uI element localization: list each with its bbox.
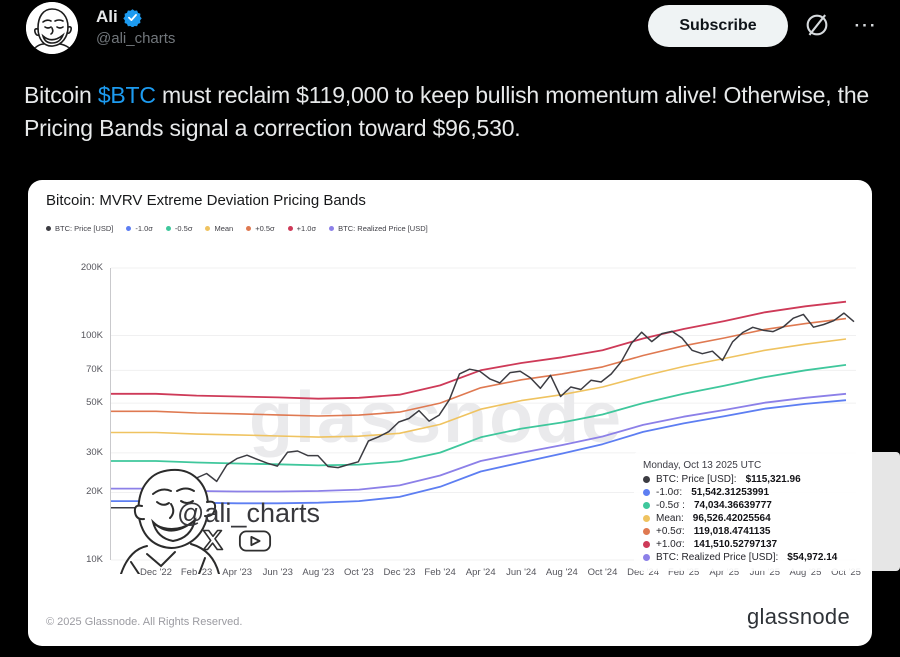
series-line — [111, 392, 847, 493]
x-tick-label: Jun '25 — [749, 567, 780, 578]
legend-item: -1.0σ — [126, 224, 153, 233]
x-tick-label: Apr '23 — [222, 567, 253, 578]
x-tick-label: Aug '25 — [789, 567, 822, 578]
x-tick-label: Oct '25 — [831, 567, 861, 578]
tooltip-row: Mean: 96,526.42025564 — [643, 512, 891, 525]
user-handle[interactable]: @ali_charts — [96, 30, 176, 47]
chart-legend: BTC: Price [USD] -1.0σ -0.5σ Mean +0.5σ +1.0σ… — [46, 224, 428, 233]
x-tick-label: Apr '24 — [465, 567, 496, 578]
subscribe-button[interactable]: Subscribe — [648, 5, 788, 47]
glassnode-logo: glassnode — [747, 604, 850, 629]
grok-icon — [806, 14, 828, 36]
grok-button[interactable] — [800, 11, 834, 41]
x-tick-label: Dec '22 — [140, 567, 172, 578]
play-button-icon — [238, 530, 272, 552]
legend-dot-icon — [287, 226, 293, 231]
signature-face-drawing — [120, 468, 220, 574]
avatar[interactable] — [26, 2, 78, 54]
verified-badge-icon — [123, 8, 142, 27]
signature-handle: @ali_charts — [177, 498, 320, 528]
x-tick-label: Feb '24 — [424, 567, 456, 578]
y-tick-label: 100K — [80, 329, 103, 341]
x-tick-label: Feb '23 — [180, 567, 213, 578]
series-line — [111, 312, 855, 511]
x-tick-label: Oct '23 — [344, 567, 374, 578]
plot-area: glassnode 200K 100K 70K 50K 30K 20K 10K Dec '2… — [81, 262, 861, 578]
plus05sigma-dot-icon — [643, 528, 650, 535]
legend-dot-icon — [46, 226, 51, 231]
series-line — [111, 317, 847, 417]
tooltip-row: -0.5σ :74,034.36639777 — [643, 499, 891, 512]
chart-title: Bitcoin: MVRV Extreme Deviation Pricing … — [46, 192, 366, 209]
x-tick-label: Oct '24 — [587, 567, 618, 578]
series-line — [111, 399, 847, 505]
chart-media[interactable]: Bitcoin: MVRV Extreme Deviation Pricing … — [28, 180, 900, 646]
legend-item: +1.0σ — [287, 224, 316, 233]
legend-dot-icon — [165, 226, 171, 231]
minus05sigma-dot-icon — [643, 502, 650, 509]
display-name[interactable]: Ali — [96, 7, 118, 26]
tooltip-row: BTC: Realized Price [USD]: $54,972.14 — [643, 551, 891, 564]
legend-dot-icon — [329, 226, 335, 231]
x-tick-label: Apr '25 — [709, 567, 740, 578]
plus1sigma-dot-icon — [643, 541, 650, 548]
x-tick-label: Feb '25 — [667, 567, 700, 578]
x-logo-icon — [202, 529, 224, 551]
x-tick-label: Dec '23 — [383, 567, 416, 578]
tooltip-date: Monday, Oct 13 2025 UTC — [643, 460, 762, 471]
legend-item: -0.5σ — [165, 224, 192, 233]
x-tick-label: Jun '23 — [262, 567, 293, 578]
legend-dot-icon — [246, 226, 252, 231]
legend-item: BTC: Price [USD] — [46, 224, 113, 233]
tweet-text: Bitcoin $BTC must reclaim $119,000 to ke… — [24, 79, 882, 145]
tweet-text-part1: Bitcoin — [24, 82, 98, 108]
minus1sigma-dot-icon — [643, 489, 650, 496]
realized-dot-icon — [643, 554, 650, 561]
legend-dot-icon — [205, 226, 211, 231]
cashtag-link[interactable]: $BTC — [97, 82, 156, 108]
tooltip-row: BTC: Price [USD]: $115,321.96 — [643, 473, 891, 486]
avatar-face-drawing — [26, 2, 78, 54]
legend-item: BTC: Realized Price [USD] — [329, 224, 428, 233]
pricing-bands-plot: glassnode — [111, 267, 856, 561]
y-tick-label: 50K — [86, 397, 103, 409]
y-tick-label: 20K — [86, 486, 103, 498]
legend-dot-icon — [126, 226, 132, 231]
tweet-text-part2: must reclaim $119,000 to keep bullish mo… — [24, 82, 869, 141]
tooltip-row: +1.0σ: 141,510.52797137 — [643, 538, 891, 551]
series-line — [111, 364, 847, 467]
y-tick-label: 10K — [86, 554, 103, 565]
y-tick-label: 30K — [86, 446, 103, 458]
copyright: © 2025 Glassnode. All Rights Reserved. — [46, 616, 243, 628]
series-line — [111, 300, 847, 400]
y-tick-label: 70K — [86, 364, 103, 376]
name-row: Ali — [96, 7, 142, 27]
x-tick-label: Aug '23 — [302, 567, 335, 578]
tooltip-row: -1.0σ: 51,542.31253991 — [643, 486, 891, 499]
x-tick-label: Dec '24 — [627, 567, 660, 578]
y-tick-label: 200K — [80, 262, 103, 273]
price-dot-icon — [643, 476, 650, 483]
legend-item: +0.5σ — [246, 224, 275, 233]
chart-tooltip: Monday, Oct 13 2025 UTC BTC: Price [USD]… — [634, 452, 900, 571]
x-tick-label: Aug '24 — [545, 567, 578, 578]
tooltip-row: +0.5σ: 119,018.4741135 — [643, 525, 891, 538]
mean-dot-icon — [643, 515, 650, 522]
x-tick-label: Jun '24 — [506, 567, 537, 578]
more-button[interactable]: ··· — [846, 11, 886, 41]
legend-item: Mean — [205, 224, 233, 233]
